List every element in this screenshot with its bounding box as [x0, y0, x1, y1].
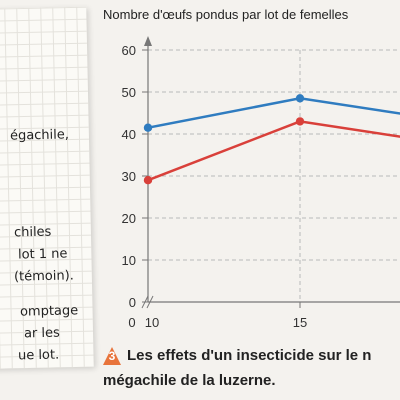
series-line	[147, 120, 400, 182]
caption-line-1: Les effets d'un insecticide sur le n	[127, 347, 372, 364]
data-point	[143, 123, 153, 132]
chart-axes	[141, 36, 400, 309]
y-tick-labels: 0 10 20 30 40 50 60	[122, 43, 136, 310]
chart-grid	[148, 49, 400, 302]
x-tick-label: 10	[145, 315, 159, 330]
data-point	[295, 117, 305, 126]
y-tick-label: 50	[122, 85, 136, 100]
axis-break-mark	[146, 295, 154, 309]
y-tick-label: 10	[122, 253, 136, 268]
y-tick-label: 60	[122, 43, 136, 58]
y-tick-label: 20	[122, 211, 136, 226]
x-tick-label: 15	[293, 315, 307, 330]
y-tick-label: 0	[129, 295, 136, 310]
figure-caption: 3 Les effets d'un insecticide sur le n	[103, 347, 371, 365]
caption-line-2: mégachile de la luzerne.	[103, 372, 276, 389]
y-axis-arrow-icon	[144, 36, 152, 46]
x-tick-labels: 0 10 15	[128, 315, 307, 330]
axis-break-mark	[141, 295, 149, 309]
chart-title: Nombre d'œufs pondus par lot de femelles	[103, 7, 349, 22]
chart-series	[143, 94, 400, 185]
y-tick-label: 30	[122, 169, 136, 184]
series-line	[147, 97, 400, 129]
caption-number-badge: 3	[103, 347, 121, 365]
data-point	[295, 94, 305, 103]
y-tick-label: 40	[122, 127, 136, 142]
data-point	[143, 176, 153, 185]
x-tick-label: 0	[128, 315, 135, 330]
